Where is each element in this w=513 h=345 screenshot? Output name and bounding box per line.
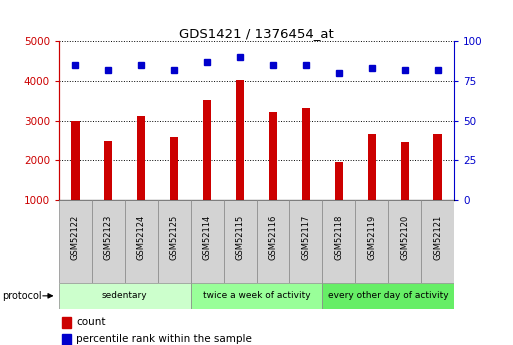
Bar (322, 200, 355, 283)
Bar (269, 112, 277, 200)
Text: GSM52118: GSM52118 (334, 215, 343, 260)
Bar (170, 137, 179, 200)
Text: GSM52117: GSM52117 (301, 215, 310, 260)
Text: GSM52121: GSM52121 (433, 215, 442, 260)
Bar (322, 283, 454, 309)
Bar (191, 200, 224, 283)
Bar (388, 200, 421, 283)
Bar (368, 134, 376, 200)
Text: every other day of activity: every other day of activity (328, 291, 448, 300)
Text: GSM52120: GSM52120 (400, 215, 409, 260)
Bar (433, 134, 442, 200)
Bar (256, 200, 289, 283)
Text: protocol: protocol (3, 291, 42, 301)
Text: GSM52122: GSM52122 (71, 215, 80, 260)
Bar (62, 317, 71, 328)
Bar (289, 200, 322, 283)
Bar (224, 200, 256, 283)
Bar (191, 283, 322, 309)
Text: GSM52115: GSM52115 (235, 215, 245, 260)
Bar (59, 200, 92, 283)
Bar (401, 142, 409, 200)
Bar (92, 200, 125, 283)
Bar (421, 200, 454, 283)
Bar (236, 80, 244, 200)
Bar (104, 141, 112, 200)
Text: GSM52116: GSM52116 (268, 215, 278, 260)
Text: percentile rank within the sample: percentile rank within the sample (76, 335, 252, 344)
Bar (302, 108, 310, 200)
Bar (203, 100, 211, 200)
Bar (334, 162, 343, 200)
Title: GDS1421 / 1376454_at: GDS1421 / 1376454_at (179, 27, 334, 40)
Bar (137, 116, 145, 200)
Text: GSM52123: GSM52123 (104, 215, 113, 260)
Bar (71, 121, 80, 200)
Bar (158, 200, 191, 283)
Text: GSM52124: GSM52124 (137, 215, 146, 260)
Text: sedentary: sedentary (102, 291, 148, 300)
Text: GSM52125: GSM52125 (170, 215, 179, 260)
Bar (62, 334, 71, 345)
Bar (125, 200, 158, 283)
Text: count: count (76, 317, 106, 327)
Text: GSM52114: GSM52114 (203, 215, 212, 260)
Bar (355, 200, 388, 283)
Text: GSM52119: GSM52119 (367, 215, 376, 260)
Bar (59, 283, 191, 309)
Text: twice a week of activity: twice a week of activity (203, 291, 310, 300)
